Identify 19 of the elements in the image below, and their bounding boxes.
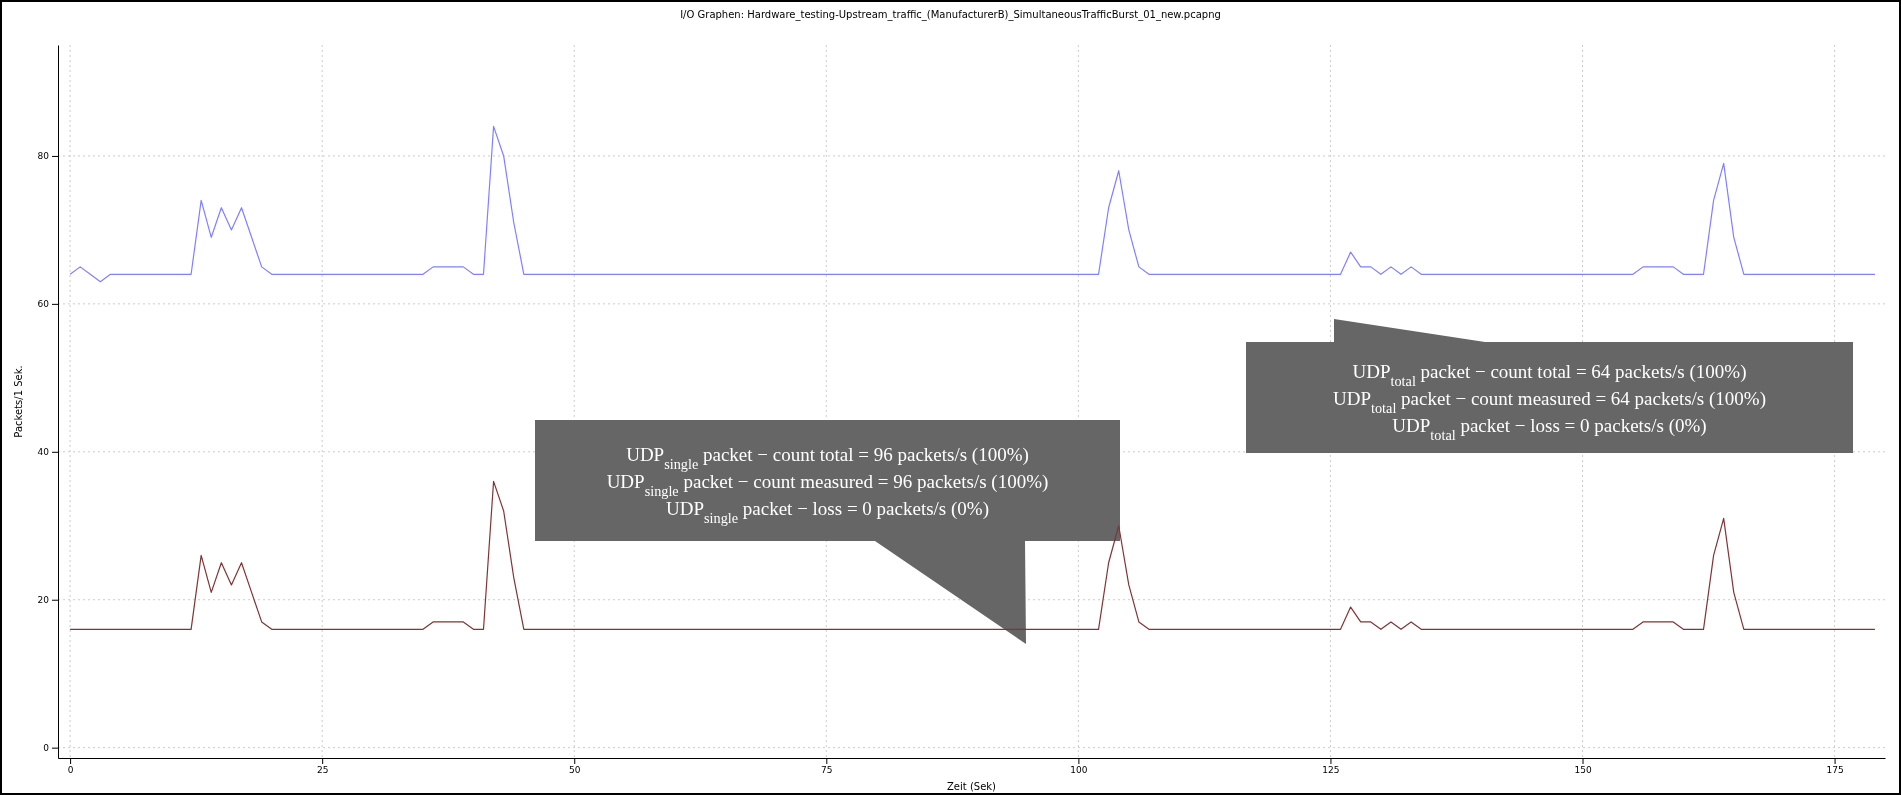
x-tick-label: 175 bbox=[1826, 765, 1844, 776]
y-tick-label: 20 bbox=[37, 595, 50, 606]
x-tick-label: 150 bbox=[1574, 765, 1592, 776]
x-tick-label: 25 bbox=[316, 765, 329, 776]
line-series bbox=[69, 125, 1876, 283]
y-tick-label: 80 bbox=[37, 151, 50, 162]
chart-title: I/O Graphen: Hardware_testing-Upstream_traffic_(ManufacturerB)_SimultaneousTrafficBurst_01_new.pcapng bbox=[680, 9, 1221, 21]
text: UDP$_{total}$ packet − count total = 64 packets/s (100%) UDP$_{total}$ packet − count measured = 64 packets/s (100%) UDP$_{total}$ packet − loss = 0 packets/s (0%) bbox=[1333, 360, 1766, 443]
x-tick-label: 50 bbox=[569, 765, 581, 776]
y-tick-label: 60 bbox=[37, 299, 50, 310]
x-tick-label: 75 bbox=[821, 765, 833, 776]
x-tick-label: 100 bbox=[1070, 765, 1088, 776]
x-tick-label: 125 bbox=[1322, 765, 1340, 776]
x-axis-title: Zeit (Sek) bbox=[947, 781, 997, 792]
x-tick-label: 0 bbox=[67, 765, 74, 776]
y-tick-label: 0 bbox=[43, 743, 50, 754]
y-axis-title: Packets/1 Sek. bbox=[13, 365, 24, 438]
y-tick-label: 40 bbox=[37, 447, 50, 458]
text: UDP$_{single}$ packet − count total = 96 packets/s (100%) UDP$_{single}$ packet − count measured = 96 packets/s (100%) UDP$_{single}$ packet − loss = 0 packets/s (0%) bbox=[606, 443, 1049, 526]
